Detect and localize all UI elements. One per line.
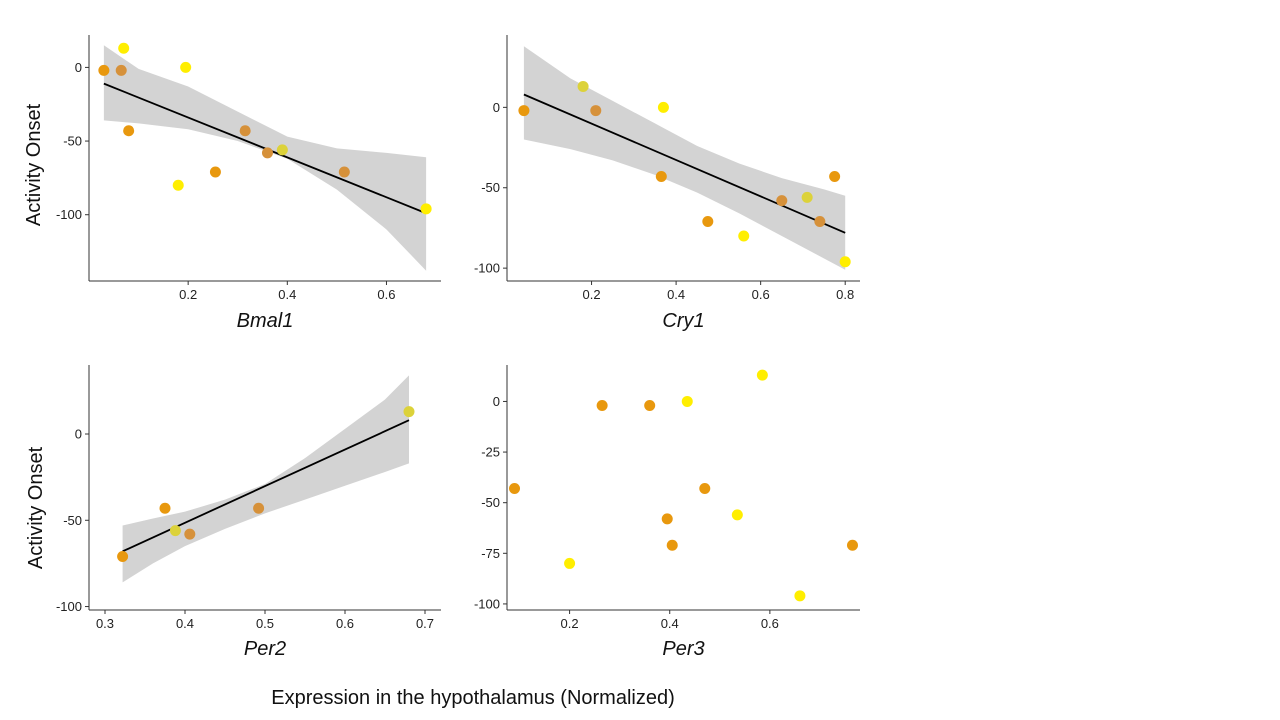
chart-panel-per3: 0 -25 -50 -75 -100 0.2 0.4 0.6 Per3	[474, 365, 860, 660]
per3-y-tick-label: -50	[481, 495, 500, 510]
cry1-point-8	[801, 191, 813, 203]
bmal1-point-0	[98, 64, 110, 76]
per3-y-tick-label: -75	[481, 546, 500, 561]
per3-point-5	[666, 539, 678, 551]
chart-panel-per2: 0 -50 -100 0.3 0.4 0.5 0.6 0.7 Per2	[56, 365, 441, 660]
bmal1-x-tick-label: 0.4	[278, 287, 296, 302]
cry1-point-0	[518, 105, 530, 117]
per2-x-axis-label: Per2	[244, 638, 286, 660]
bmal1-confidence-band	[103, 45, 427, 271]
per2-x-tick-label: 0.4	[176, 616, 194, 631]
per3-point-3	[644, 399, 656, 411]
per2-point-0	[117, 551, 129, 563]
cry1-point-7	[776, 195, 788, 207]
bmal1-point-10	[338, 166, 350, 178]
per2-x-tick-label: 0.3	[96, 616, 114, 631]
per3-point-4	[661, 513, 673, 525]
per2-y-tick-label: -50	[63, 513, 82, 528]
cry1-x-tick-label: 0.2	[583, 287, 601, 302]
cry1-point-1	[577, 80, 589, 92]
cry1-y-tick-label: -100	[474, 261, 500, 276]
chart-panel-bmal1: 0 -50 -100 0.2 0.4 0.6 Bmal1	[56, 35, 441, 332]
bmal1-y-tick-label: 0	[75, 60, 82, 75]
bmal1-x-axis-label: Bmal1	[237, 310, 294, 332]
y-axis-label-bottom: Activity Onset	[25, 446, 47, 569]
per2-y-tick-label: -100	[56, 599, 82, 614]
bmal1-y-tick-label: -50	[63, 134, 82, 149]
bmal1-y-tick-label: -100	[56, 207, 82, 222]
per3-point-10	[794, 590, 806, 602]
bmal1-point-7	[239, 125, 251, 137]
per2-confidence-band	[122, 375, 409, 583]
cry1-point-6	[738, 230, 750, 242]
per3-point-9	[756, 369, 768, 381]
cry1-x-axis-label: Cry1	[662, 310, 704, 332]
per3-y-tick-label: 0	[493, 394, 500, 409]
per3-point-2	[596, 399, 608, 411]
y-axis-label-top: Activity Onset	[23, 103, 45, 226]
per2-x-tick-label: 0.7	[416, 616, 434, 631]
per3-point-0	[509, 483, 521, 495]
cry1-x-tick-label: 0.6	[752, 287, 770, 302]
per2-x-tick-label: 0.5	[256, 616, 274, 631]
per2-point-3	[184, 528, 196, 540]
cry1-point-3	[655, 170, 667, 182]
cry1-point-10	[829, 170, 841, 182]
cry1-point-2	[590, 105, 602, 117]
per2-point-1	[159, 502, 171, 514]
per3-point-11	[846, 539, 858, 551]
per2-point-4	[253, 502, 265, 514]
bmal1-point-11	[420, 203, 432, 215]
bmal1-x-tick-label: 0.2	[179, 287, 197, 302]
cry1-confidence-band	[523, 46, 846, 270]
cry1-y-tick-label: -50	[481, 180, 500, 195]
bmal1-x-tick-label: 0.6	[377, 287, 395, 302]
cry1-point-5	[702, 216, 714, 228]
cry1-point-4	[657, 101, 669, 113]
per2-y-tick-label: 0	[75, 427, 82, 442]
per3-point-1	[564, 557, 576, 569]
bmal1-point-6	[209, 166, 221, 178]
cry1-x-tick-label: 0.8	[836, 287, 854, 302]
cry1-point-11	[839, 256, 851, 268]
cry1-y-tick-label: 0	[493, 100, 500, 115]
cry1-regression-line	[523, 93, 846, 234]
per3-x-axis-label: Per3	[662, 638, 704, 660]
per3-point-7	[699, 483, 711, 495]
per2-x-tick-label: 0.6	[336, 616, 354, 631]
per3-point-6	[681, 395, 693, 407]
bmal1-point-2	[118, 42, 130, 54]
per3-point-8	[731, 509, 743, 521]
per2-point-5	[403, 406, 415, 418]
cry1-point-9	[814, 216, 826, 228]
per3-x-tick-label: 0.2	[561, 616, 579, 631]
bmal1-point-9	[276, 144, 288, 156]
per3-y-tick-label: -25	[481, 445, 500, 460]
bmal1-point-1	[115, 64, 127, 76]
bmal1-point-8	[261, 147, 273, 159]
bmal1-point-5	[180, 61, 192, 73]
bmal1-point-3	[123, 125, 135, 137]
per3-x-tick-label: 0.4	[661, 616, 679, 631]
per3-y-tick-label: -100	[474, 596, 500, 611]
chart-panel-cry1: 0 -50 -100 0.2 0.4 0.6 0.8 Cry1	[474, 35, 860, 332]
per3-x-tick-label: 0.6	[761, 616, 779, 631]
per2-point-2	[169, 525, 181, 537]
cry1-x-tick-label: 0.4	[667, 287, 685, 302]
shared-x-axis-label: Expression in the hypothalamus (Normaliz…	[271, 687, 675, 709]
bmal1-point-4	[172, 179, 184, 191]
per2-regression-line	[122, 419, 410, 553]
